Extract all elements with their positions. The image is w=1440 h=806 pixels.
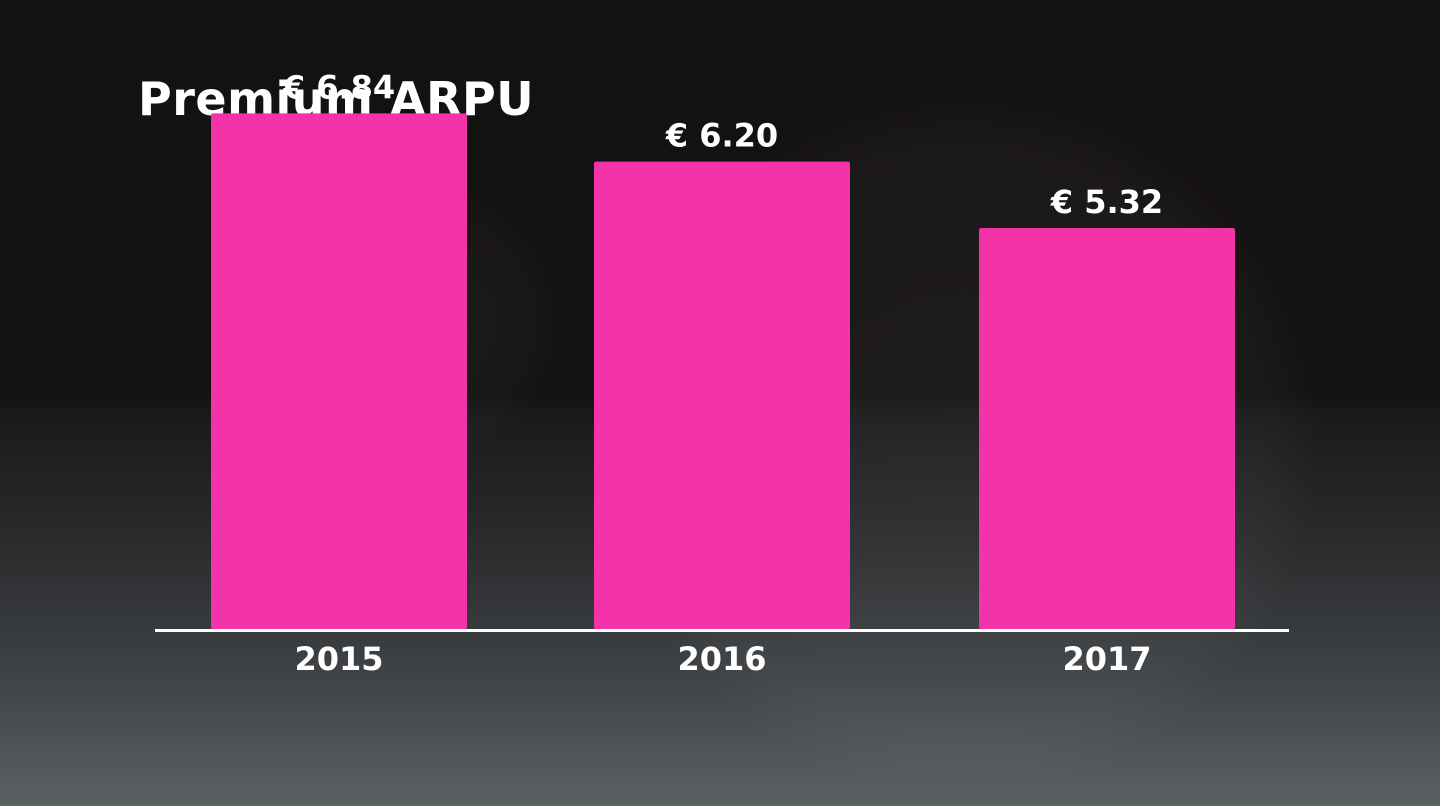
bar-2016 [594,161,850,630]
x-tick-label-2016: 2016 [677,640,766,678]
bar-2017 [979,228,1235,629]
data-label-2016: € 6.20 [665,117,778,155]
bar-2015 [211,113,467,629]
data-label-2015: € 6.84 [282,68,395,106]
x-tick-label-2017: 2017 [1062,640,1151,678]
data-label-2017: € 5.32 [1050,183,1163,221]
x-tick-label-2015: 2015 [294,640,383,678]
